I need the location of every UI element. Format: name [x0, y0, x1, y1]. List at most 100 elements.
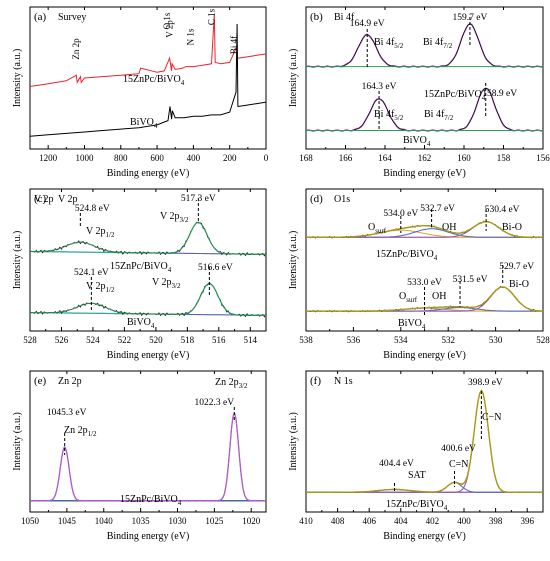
- x-tick-label: 518: [181, 335, 195, 345]
- sample-label: 15ZnPc/BiVO4: [386, 499, 448, 512]
- x-tick-label: 514: [244, 335, 258, 345]
- y-axis-label: Intensity (a.u.): [12, 412, 23, 471]
- peak-label: 517.3 eV: [181, 194, 216, 204]
- x-tick-label: 526: [55, 335, 69, 345]
- peak-label: 534.0 eV: [383, 209, 418, 219]
- fit-envelope: [30, 221, 266, 255]
- x-tick-label: 200: [223, 153, 237, 163]
- peak-label: 516.6 eV: [198, 263, 233, 273]
- x-tick-label: 800: [114, 153, 128, 163]
- x-tick-label: 1040: [95, 516, 114, 526]
- x-tick-label: 168: [299, 153, 313, 163]
- fit-envelope: [306, 220, 543, 238]
- component-label: Osurf: [368, 222, 387, 235]
- x-tick-label: 524: [86, 335, 100, 345]
- panel-label: (c): [34, 193, 47, 205]
- x-tick-label: 528: [536, 335, 550, 345]
- x-tick-label: 164: [378, 153, 392, 163]
- annotation-label: O 1s: [162, 12, 172, 29]
- x-tick-label: 600: [150, 153, 164, 163]
- fit-envelope: [30, 412, 266, 502]
- series-line: [29, 14, 267, 87]
- fit-envelope: [306, 389, 543, 493]
- x-tick-label: 522: [118, 335, 132, 345]
- x-tick-label: 534: [394, 335, 408, 345]
- x-axis-label: Binding energy (eV): [383, 350, 466, 361]
- sample-label: BiVO4: [398, 318, 426, 331]
- raw-data: [29, 281, 267, 318]
- sample-label: 15ZnPc/BiVO4: [120, 494, 182, 507]
- x-tick-label: 528: [23, 335, 37, 345]
- x-tick-label: 532: [441, 335, 455, 345]
- x-tick-label: 530: [489, 335, 503, 345]
- x-tick-label: 158: [497, 153, 511, 163]
- sample-label: BiVO4: [127, 317, 155, 330]
- x-tick-label: 1025: [205, 516, 224, 526]
- x-tick-label: 520: [149, 335, 163, 345]
- panel-title: Zn 2p: [58, 376, 82, 387]
- panel-a: 1200 1000 800 600 400 200 0 Binding energy (eV)…: [12, 6, 269, 179]
- peak-label: 158.9 eV: [482, 89, 517, 99]
- x-tick-label: 1035: [132, 516, 151, 526]
- series-line: [29, 23, 267, 137]
- x-tick-label: 1030: [169, 516, 188, 526]
- panel-title: N 1s: [334, 376, 353, 387]
- x-axis-label: Binding energy (eV): [383, 531, 466, 542]
- peak-label: 159.7 eV: [453, 13, 488, 23]
- panel-c: 528 526 524 522 520 518 516 514 Binding energy (…: [12, 188, 267, 361]
- panel-label: (e): [34, 375, 47, 387]
- x-tick-label: 408: [331, 516, 345, 526]
- component-label: C−N: [482, 412, 502, 423]
- peak-label: 400.6 eV: [441, 444, 476, 454]
- x-tick-label: 538: [299, 335, 313, 345]
- component-label: Bi 4f7/2: [423, 37, 453, 50]
- plot-frame: [29, 6, 267, 150]
- x-tick-label: 398: [489, 516, 503, 526]
- fit-envelope: [29, 283, 266, 316]
- x-tick-label: 1050: [21, 516, 40, 526]
- panel-title: Bi 4f: [334, 12, 355, 23]
- sample-label: 15ZnPc/BiVO4: [424, 89, 486, 102]
- component-label: Osurf: [399, 291, 418, 304]
- x-tick-label: 162: [418, 153, 432, 163]
- panel-title: Survey: [58, 12, 86, 23]
- x-tick-label: 1020: [242, 516, 261, 526]
- x-tick-label: 0: [264, 153, 269, 163]
- x-tick-label: 396: [520, 516, 534, 526]
- panel-label: (a): [34, 11, 47, 23]
- peak-label: 398.9 eV: [468, 378, 503, 388]
- annotation-label: V 2p: [165, 20, 175, 38]
- x-tick-label: 410: [299, 516, 313, 526]
- component-label: V 2p3/2: [152, 277, 181, 290]
- y-axis-label: Intensity (a.u.): [288, 231, 299, 290]
- x-axis-label: Binding energy (eV): [107, 350, 190, 361]
- x-tick-label: 156: [536, 153, 550, 163]
- x-axis-label: Binding energy (eV): [107, 531, 190, 542]
- panel-title: V 2p: [58, 194, 78, 205]
- annotation-label: C 1s: [206, 8, 216, 25]
- peak-label: 164.3 eV: [362, 82, 397, 92]
- sample-label: 15ZnPc/BiVO4: [376, 249, 438, 262]
- x-tick-label: 404: [394, 516, 408, 526]
- panel-f: 410 408 406 404 402 400 398 396 Binding energy (…: [288, 370, 544, 542]
- plot-frame: [29, 188, 267, 332]
- component-fit: [30, 446, 266, 502]
- component-label: OH: [432, 291, 446, 302]
- peak-label: 532.7 eV: [420, 204, 455, 214]
- panel-title: O1s: [334, 194, 350, 205]
- x-tick-label: 1000: [75, 153, 94, 163]
- sample-label: BiVO4: [403, 135, 431, 148]
- x-axis-label: Binding energy (eV): [383, 168, 466, 179]
- component-label: SAT: [408, 470, 426, 481]
- y-axis-label: Intensity (a.u.): [12, 49, 23, 108]
- component-label: Zn 2p1/2: [64, 425, 97, 438]
- x-tick-label: 400: [187, 153, 201, 163]
- v2p-inner-title: V 2p: [34, 194, 54, 205]
- peak-label: 530.4 eV: [485, 205, 520, 215]
- panel-label: (b): [310, 11, 323, 23]
- component-label: Bi 4f5/2: [374, 37, 404, 50]
- panel-label: (f): [310, 375, 321, 387]
- x-tick-label: 1045: [58, 516, 77, 526]
- sample-label: BiVO4: [130, 117, 158, 130]
